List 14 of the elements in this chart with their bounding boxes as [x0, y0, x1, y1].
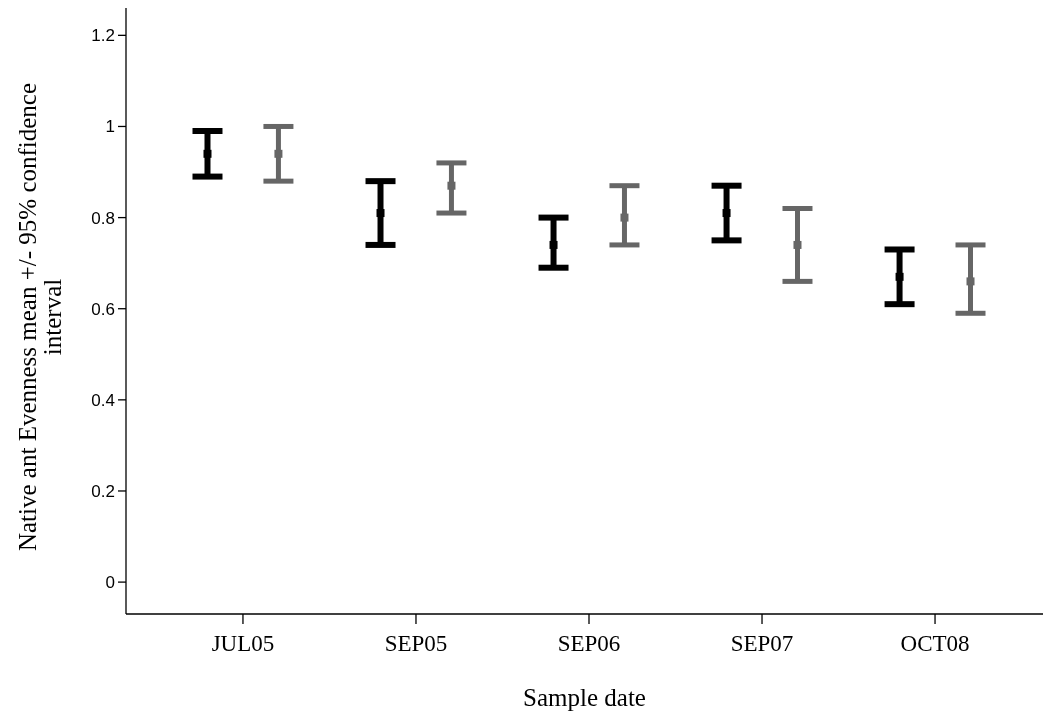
x-tick-label: OCT08: [900, 631, 970, 656]
y-tick-label: 0.8: [91, 208, 115, 228]
x-axis-title: Sample date: [523, 684, 646, 711]
x-tick-label: SEP06: [557, 631, 621, 656]
y-tick-label: 1.2: [91, 26, 115, 46]
y-tick-label: 0.4: [91, 390, 115, 410]
x-tick-label: JUL05: [211, 631, 275, 656]
y-tick-label: 0: [105, 573, 115, 593]
y-tick-label: 0.2: [91, 481, 115, 501]
x-tick-label: SEP07: [730, 631, 794, 656]
y-axis-title: Native ant Evenness mean +/- 95% confidence interval: [14, 82, 66, 552]
y-tick-label: 0.6: [91, 299, 115, 319]
x-tick-label: SEP05: [384, 631, 448, 656]
y-tick-label: 1: [105, 117, 115, 137]
